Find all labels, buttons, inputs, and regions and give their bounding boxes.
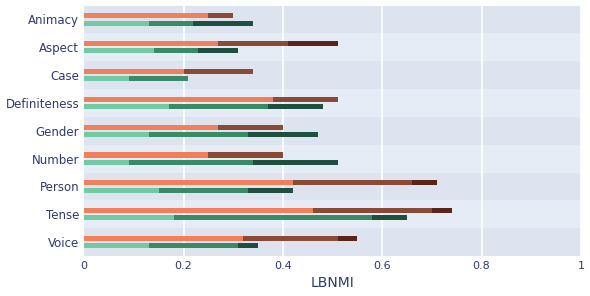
Bar [268,104,323,109]
Bar [84,104,169,109]
Bar [194,21,253,25]
Bar [129,76,188,81]
Bar [84,6,581,33]
Bar [84,132,149,137]
Bar [84,160,129,165]
Bar [84,117,581,145]
Bar [293,180,412,185]
Bar [84,145,581,173]
Bar [218,41,288,46]
Bar [149,21,194,25]
Bar [208,152,283,157]
Bar [84,200,581,228]
Bar [198,49,238,53]
Bar [84,228,581,256]
Bar [84,188,159,193]
Bar [372,215,407,221]
Bar [337,236,358,241]
Bar [84,21,149,25]
Bar [84,243,149,248]
Bar [84,61,581,89]
Bar [84,33,581,61]
Bar [218,125,283,130]
Bar [412,180,437,185]
Bar [208,13,233,18]
Bar [84,208,313,213]
Bar [84,152,208,157]
Bar [84,236,243,241]
Bar [183,69,253,74]
Bar [248,132,317,137]
Bar [84,69,183,74]
Bar [238,243,258,248]
Bar [84,49,154,53]
Bar [84,41,218,46]
Bar [169,104,268,109]
Bar [84,89,581,117]
Bar [313,208,432,213]
Bar [288,41,337,46]
Bar [149,132,248,137]
Bar [84,173,581,200]
Bar [273,97,337,102]
Bar [84,13,208,18]
Bar [84,215,173,221]
Bar [173,215,372,221]
Bar [154,49,198,53]
Bar [84,180,293,185]
Bar [84,125,218,130]
Bar [84,97,273,102]
Bar [432,208,452,213]
Bar [253,160,337,165]
X-axis label: LBNMI: LBNMI [311,276,355,290]
Bar [243,236,337,241]
Bar [84,76,129,81]
Bar [248,188,293,193]
Bar [149,243,238,248]
Bar [159,188,248,193]
Bar [129,160,253,165]
